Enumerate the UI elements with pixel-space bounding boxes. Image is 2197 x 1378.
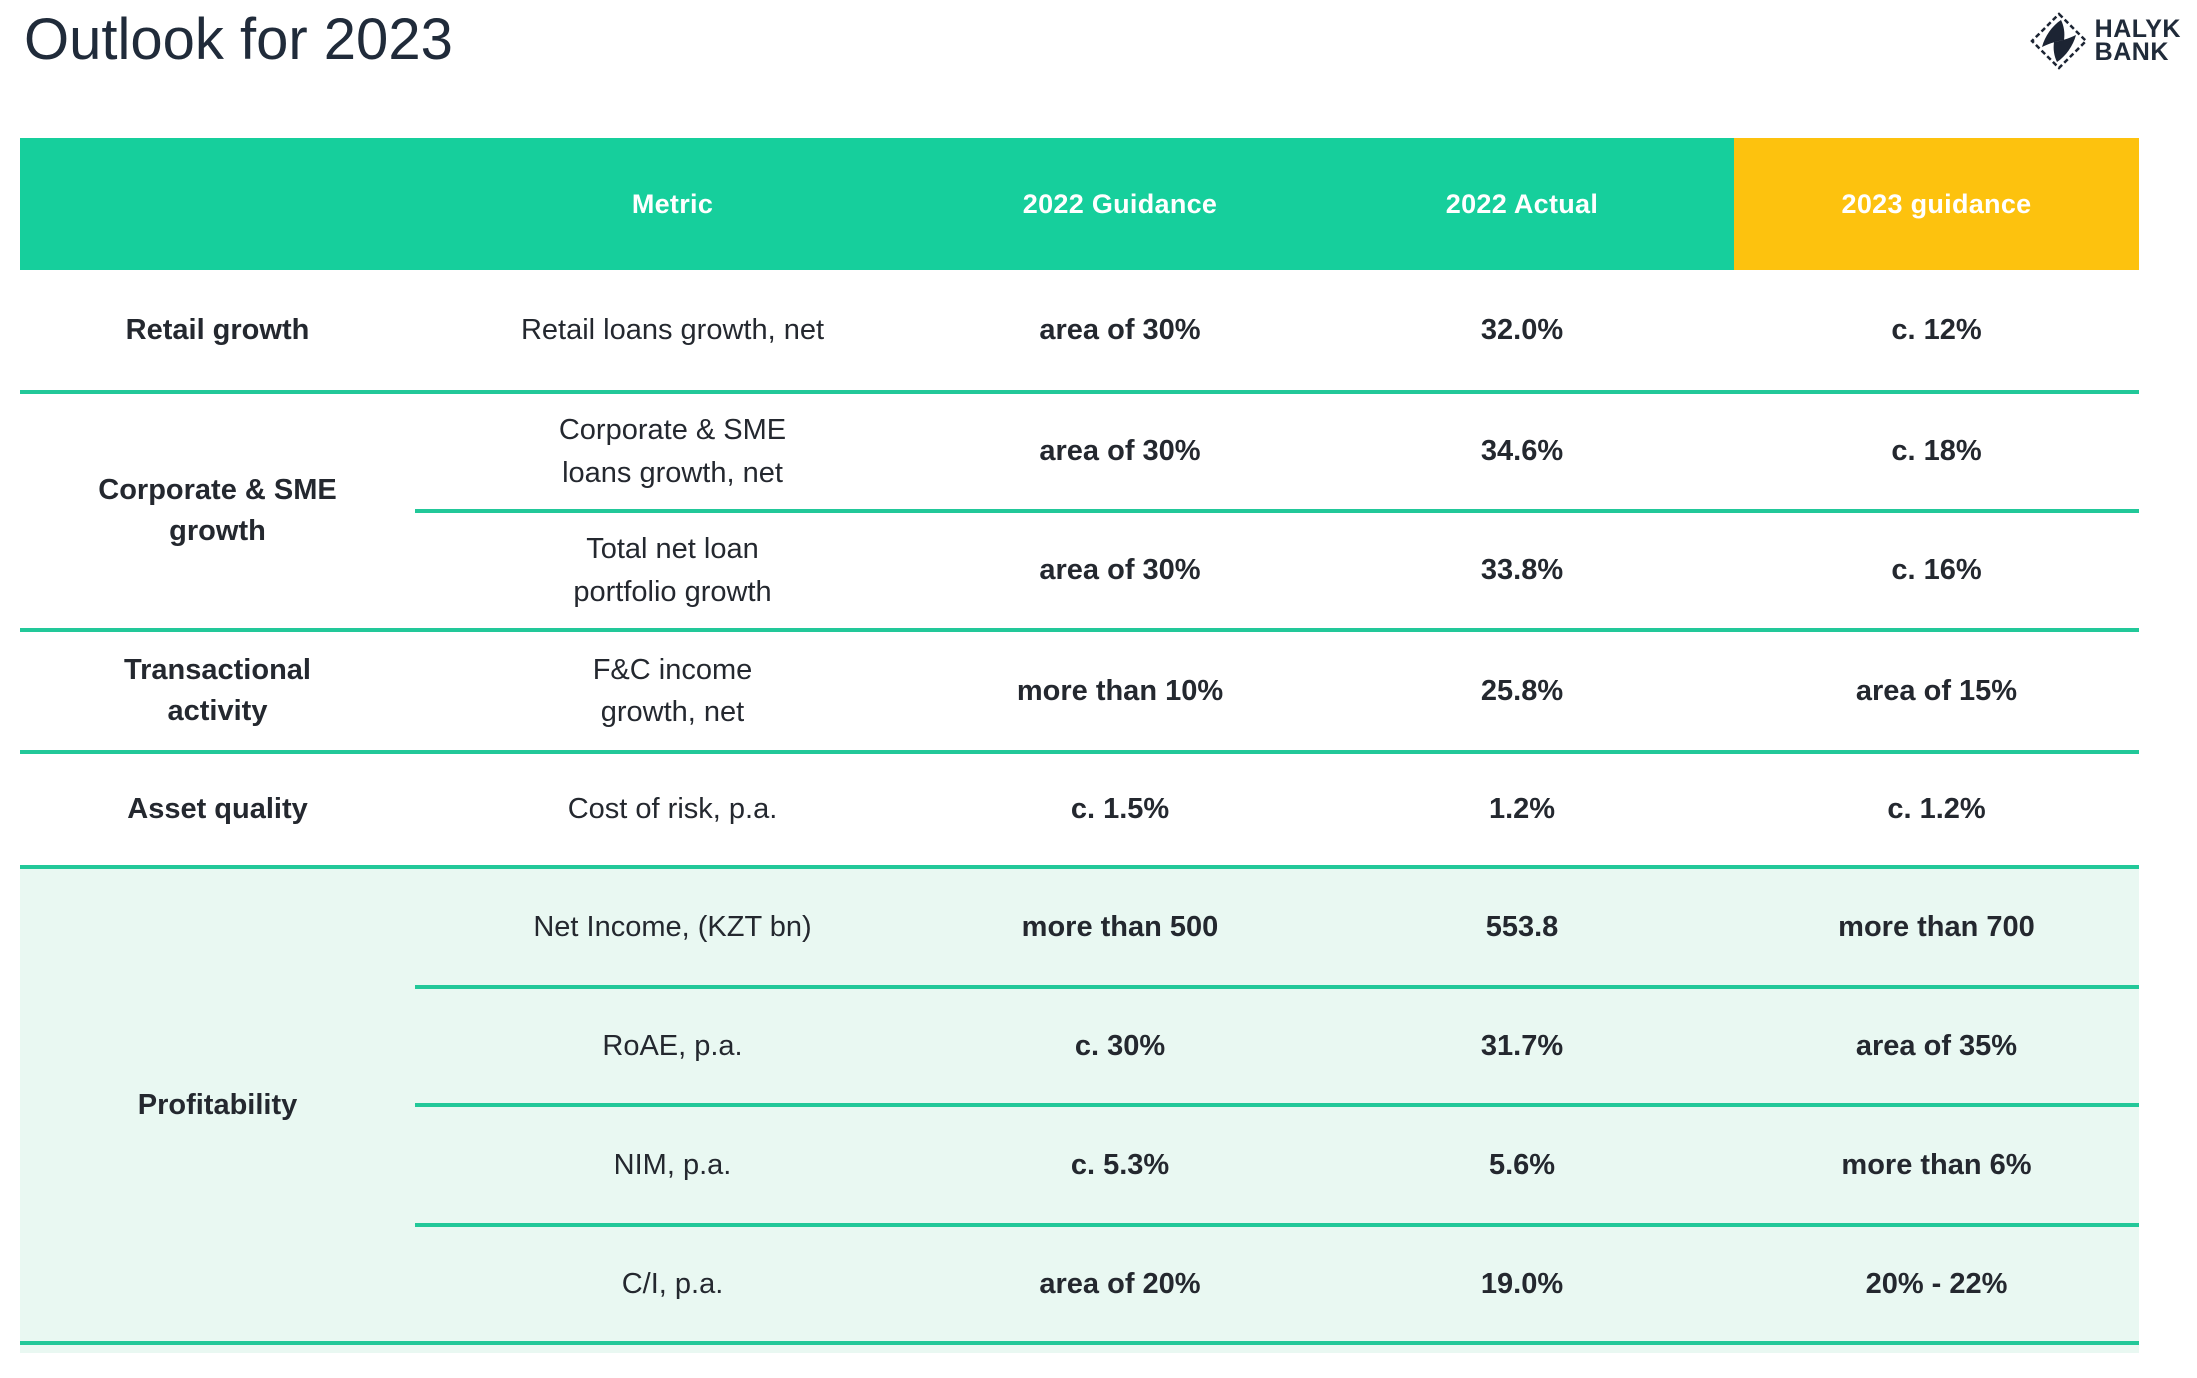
- category-transactional-activity: Transactional activity: [20, 628, 415, 752]
- metric-cell: RoAE, p.a.: [415, 985, 930, 1105]
- header-2022-actual: 2022 Actual: [1310, 138, 1734, 270]
- table-row: Corporate & SME growth Corporate & SME l…: [20, 390, 2139, 630]
- guidance-2023-cell: area of 35%: [1734, 985, 2139, 1105]
- guidance-2022-cell: c. 5.3%: [930, 1103, 1310, 1225]
- guidance-2022-cell: more than 10%: [930, 628, 1310, 752]
- metric-cell: Cost of risk, p.a.: [415, 750, 930, 867]
- header-row: Metric 2022 Guidance 2022 Actual 2023 gu…: [20, 138, 2139, 270]
- actual-2022-cell: 34.6%: [1310, 390, 1734, 511]
- halyk-bank-logo: HALYK BANK: [2029, 12, 2181, 70]
- guidance-2023-cell: 20% - 22%: [1734, 1223, 2139, 1343]
- category-retail-growth: Retail growth: [125, 313, 310, 346]
- table-row: Profitability Net Income, (KZT bn) more …: [20, 865, 2139, 1343]
- header-metric: Metric: [415, 138, 930, 270]
- table-row: NIM, p.a. c. 5.3% 5.6% more than 6%: [20, 1103, 2139, 1225]
- actual-2022-cell: 553.8: [1310, 865, 1734, 987]
- table-row: C/I, p.a. area of 20% 19.0% 20% - 22%: [20, 1223, 2139, 1343]
- actual-2022-cell: 32.0%: [1480, 313, 1564, 346]
- actual-2022-cell: 1.2%: [1310, 750, 1734, 867]
- table-bottom-padding-cell: [20, 1341, 2139, 1353]
- logo-line1: HALYK: [2094, 15, 2181, 43]
- header-empty: [20, 138, 415, 270]
- actual-2022-cell: 19.0%: [1310, 1223, 1734, 1343]
- actual-2022-cell: 31.7%: [1310, 985, 1734, 1105]
- metric-cell: C/I, p.a.: [415, 1223, 930, 1343]
- metric-cell: Total net loan portfolio growth: [415, 509, 930, 630]
- actual-2022-cell: 33.8%: [1310, 509, 1734, 630]
- table-row: Total net loan portfolio growth area of …: [20, 509, 2139, 630]
- logo-line2: BANK: [2094, 38, 2169, 66]
- actual-2022-cell: 5.6%: [1310, 1103, 1734, 1225]
- category-corporate-sme-growth: Corporate & SME growth: [20, 390, 415, 630]
- category-profitability: Profitability: [20, 865, 415, 1343]
- guidance-2022-cell: area of 30%: [930, 509, 1310, 630]
- guidance-2022-cell: c. 1.5%: [930, 750, 1310, 867]
- header-2022-guidance: 2022 Guidance: [930, 138, 1310, 270]
- table-bottom-padding: [20, 1341, 2139, 1353]
- metric-cell: Net Income, (KZT bn): [415, 865, 930, 987]
- header-2023-guidance: 2023 guidance: [1734, 138, 2139, 270]
- guidance-2023-cell: more than 6%: [1734, 1103, 2139, 1225]
- guidance-2022-cell: area of 30%: [930, 390, 1310, 511]
- outlook-table: Metric 2022 Guidance 2022 Actual 2023 gu…: [20, 138, 2139, 1353]
- metric-cell: Corporate & SME loans growth, net: [415, 390, 930, 511]
- guidance-2023-cell: c. 16%: [1734, 509, 2139, 630]
- table-row: Transactional activity F&C income growth…: [20, 628, 2139, 752]
- table-row: Retail growth Retail loans growth, net a…: [20, 270, 2139, 392]
- guidance-2023-cell: c. 1.2%: [1734, 750, 2139, 867]
- category-asset-quality: Asset quality: [20, 750, 415, 867]
- metric-cell: F&C income growth, net: [415, 628, 930, 752]
- logo-text: HALYK BANK: [2094, 15, 2181, 66]
- table-row: RoAE, p.a. c. 30% 31.7% area of 35%: [20, 985, 2139, 1105]
- metric-cell: Retail loans growth, net: [520, 313, 825, 346]
- page-title: Outlook for 2023: [24, 7, 453, 72]
- halyk-diamond-icon: [2029, 12, 2088, 70]
- guidance-2022-cell: area of 20%: [930, 1223, 1310, 1343]
- guidance-2022-cell: area of 30%: [1039, 313, 1201, 346]
- guidance-2023-cell: c. 18%: [1734, 390, 2139, 511]
- guidance-2022-cell: more than 500: [930, 865, 1310, 987]
- table-row: Asset quality Cost of risk, p.a. c. 1.5%…: [20, 750, 2139, 867]
- guidance-2023-cell: more than 700: [1734, 865, 2139, 987]
- guidance-2022-cell: c. 30%: [930, 985, 1310, 1105]
- guidance-2023-cell: c. 12%: [1891, 313, 1982, 346]
- guidance-2023-cell: area of 15%: [1734, 628, 2139, 752]
- actual-2022-cell: 25.8%: [1310, 628, 1734, 752]
- metric-cell: NIM, p.a.: [415, 1103, 930, 1225]
